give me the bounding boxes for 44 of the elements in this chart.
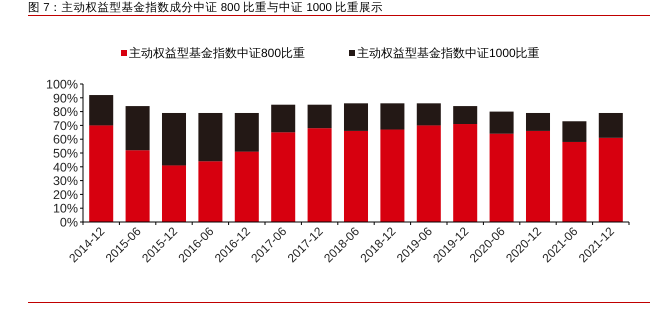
bar	[89, 95, 114, 126]
bar	[453, 106, 478, 124]
bar	[308, 104, 332, 128]
bar	[380, 130, 404, 222]
bar	[562, 142, 586, 222]
chart-title: 图 7：主动权益型基金指数成分中证 800 比重与中证 1000 比重展示	[28, 0, 384, 14]
legend-label: 主动权益型基金指数中证1000比重	[357, 46, 540, 60]
bar	[162, 112, 186, 166]
bar	[380, 103, 404, 130]
bar	[126, 150, 150, 222]
y-tick-label: 60%	[52, 132, 78, 147]
bar	[490, 112, 514, 134]
bar	[234, 152, 259, 222]
legend-label: 主动权益型基金指数中证800比重	[129, 46, 306, 60]
y-tick-label: 50%	[52, 146, 78, 160]
y-tick-label: 100%	[46, 78, 78, 92]
y-tick-label: 20%	[52, 188, 78, 202]
bar	[89, 125, 114, 222]
bar	[598, 138, 623, 222]
y-tick-label: 90%	[52, 91, 78, 106]
y-tick-label: 30%	[52, 174, 78, 188]
bar	[234, 112, 259, 152]
y-tick-label: 0%	[60, 216, 78, 230]
bar	[562, 121, 586, 142]
bar	[162, 165, 186, 222]
bar	[344, 130, 368, 222]
bar	[453, 124, 478, 222]
bar	[198, 161, 222, 222]
bar	[598, 112, 623, 138]
bar	[271, 132, 296, 222]
bar	[526, 130, 550, 222]
bar	[416, 125, 441, 222]
bar	[198, 112, 222, 162]
bar	[126, 106, 150, 150]
y-tick-label: 80%	[52, 105, 78, 120]
bar	[490, 134, 514, 222]
bar	[308, 128, 332, 222]
y-tick-label: 70%	[52, 118, 78, 133]
bar	[344, 103, 368, 131]
y-tick-label: 40%	[52, 160, 78, 174]
bar	[416, 103, 441, 126]
bar	[271, 104, 296, 132]
y-tick-label: 10%	[52, 202, 78, 216]
bar	[526, 112, 550, 131]
